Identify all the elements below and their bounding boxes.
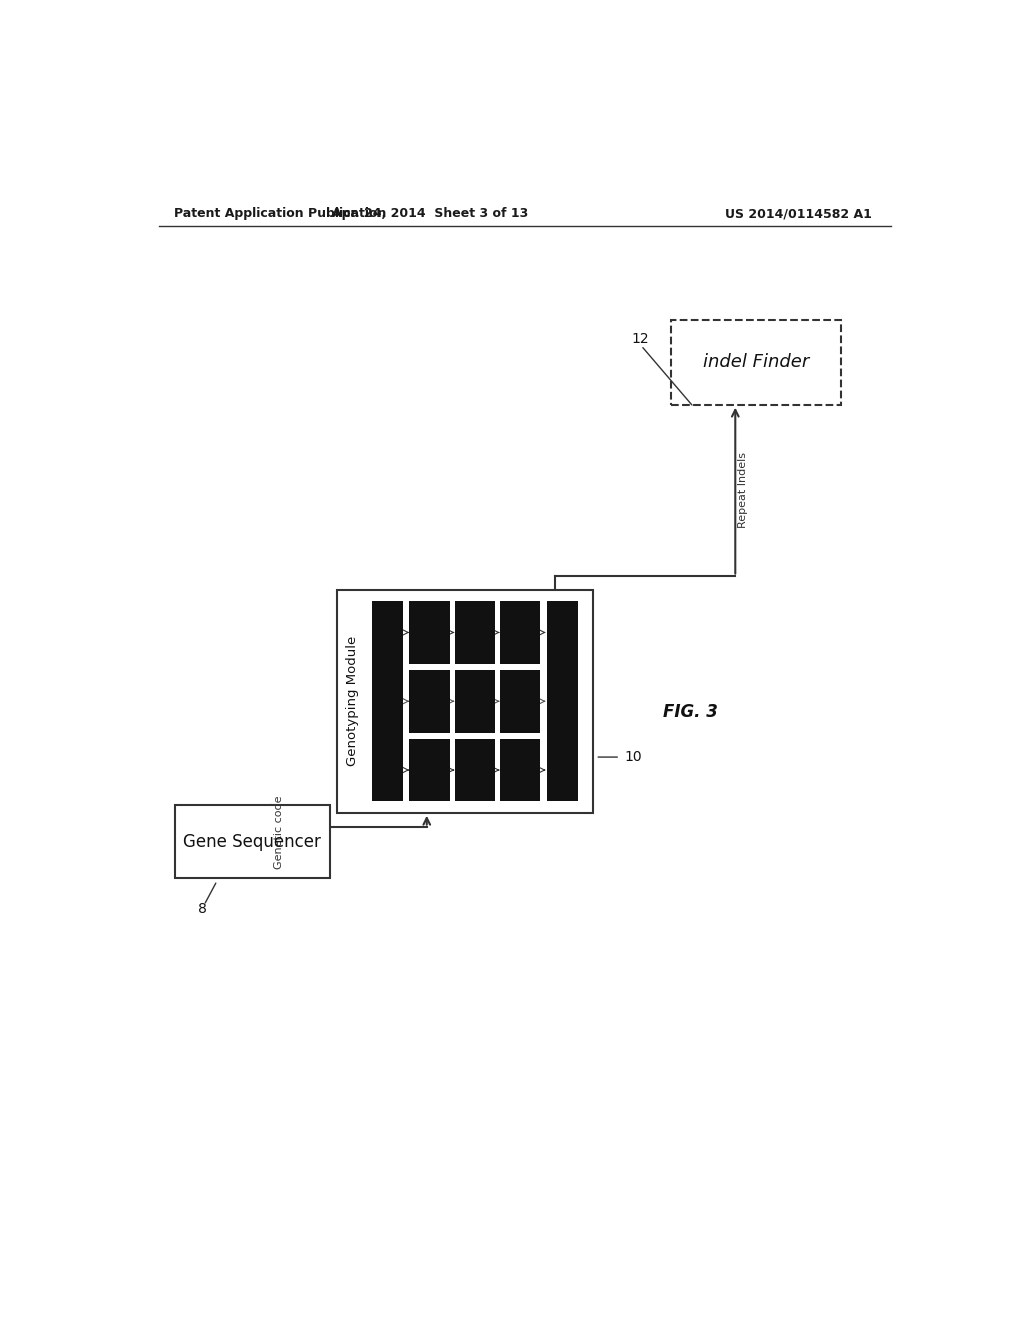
Bar	[500, 739, 541, 801]
Bar	[547, 601, 578, 801]
Text: Gene Sequencer: Gene Sequencer	[183, 833, 321, 851]
Bar	[410, 601, 450, 664]
Text: Apr. 24, 2014  Sheet 3 of 13: Apr. 24, 2014 Sheet 3 of 13	[332, 207, 528, 220]
Bar	[410, 739, 450, 801]
Text: Repeat Indels: Repeat Indels	[738, 453, 749, 528]
Bar	[500, 601, 541, 664]
Text: 8: 8	[198, 902, 207, 916]
Bar	[500, 671, 541, 733]
Text: FIG. 3: FIG. 3	[663, 704, 718, 722]
Bar	[455, 671, 495, 733]
Bar	[174, 805, 330, 878]
Bar	[671, 321, 841, 405]
Bar	[455, 601, 495, 664]
Bar	[455, 739, 495, 801]
Text: Patent Application Publication: Patent Application Publication	[174, 207, 387, 220]
Text: 10: 10	[624, 750, 642, 764]
Bar	[410, 671, 450, 733]
Bar	[337, 590, 593, 813]
Text: 12: 12	[632, 333, 649, 346]
Text: Genotyping Module: Genotyping Module	[346, 636, 359, 767]
Bar	[372, 601, 403, 801]
Text: Genetic code: Genetic code	[273, 796, 284, 869]
Text: indel Finder: indel Finder	[702, 354, 809, 371]
Text: US 2014/0114582 A1: US 2014/0114582 A1	[725, 207, 872, 220]
